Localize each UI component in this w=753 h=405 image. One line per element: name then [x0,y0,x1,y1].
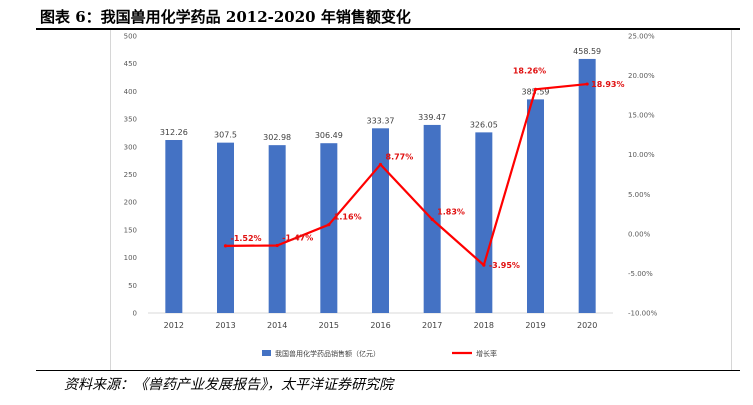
y-left-tick-label: 100 [124,254,137,262]
line-series: -1.52% -1.47% 1.16% 8.77% 1.83% -3.95% 18.26% 1… [223,66,624,270]
growth-point [585,82,589,86]
bar-value-label: 306.49 [315,131,343,140]
chart-frame [110,30,732,370]
figure-title: 图表 6：我国兽用化学药品 2012-2020 年销售额变化 [40,8,411,26]
bar [475,132,493,313]
bar-value-label: 458.59 [573,47,601,56]
bar-value-label: 307.5 [214,131,237,140]
y-left-tick-label: 200 [124,199,137,207]
x-tick-label: 2015 [319,321,339,330]
x-tick-label: 2016 [370,321,390,330]
source-note: 资料来源：《兽药产业发展报告》，太平洋证券研究院 [64,377,393,393]
bar-value-label: 333.37 [367,116,395,125]
growth-value-label: -3.95% [489,261,520,270]
bar [372,128,389,313]
x-axis: 2012 2013 2014 2015 2016 2017 2018 2019 2020 [164,321,598,330]
growth-point [430,217,434,221]
growth-point [482,263,486,267]
growth-value-label: -1.47% [282,233,313,242]
legend-line-label: 增长率 [476,349,497,358]
legend: 我国兽用化学药品销售额（亿元） 增长率 [262,349,497,358]
y-left-tick-label: 150 [124,226,137,234]
y-right-tick-label: -10.00% [628,310,658,318]
bar-value-label: 326.05 [470,120,498,129]
growth-point [275,243,279,248]
y-left-tick-label: 450 [124,60,137,68]
x-tick-label: 2019 [525,321,545,330]
x-tick-label: 2012 [164,321,184,330]
bar [578,58,596,314]
growth-point [533,87,538,91]
growth-value-label: -1.52% [231,234,262,243]
bar-value-label: 302.98 [263,133,291,142]
growth-point [223,244,228,248]
y-right-tick-label: -5.00% [628,270,653,278]
x-tick-label: 2017 [422,321,442,330]
x-tick-label: 2020 [577,321,597,330]
y-right-tick-label: 0.00% [628,230,651,238]
bar [527,99,544,313]
growth-point [327,223,331,227]
growth-value-label: 18.26% [513,66,546,75]
growth-value-label: 18.93% [591,80,624,89]
growth-point [378,162,383,167]
bar [320,143,338,313]
y-left-tick-label: 350 [124,116,137,124]
y-right-tick-label: 5.00% [628,191,651,199]
legend-bar-label: 我国兽用化学药品销售额（亿元） [275,349,380,358]
top-rule [36,28,740,30]
y-left-tick-label: 50 [128,282,137,290]
x-tick-label: 2018 [474,321,494,330]
bar [165,140,183,313]
bar-value-label: 339.47 [418,113,446,122]
bar-value-label: 312.26 [160,128,188,137]
y-right-tick-label: 15.00% [628,112,655,120]
y-right-axis: -10.00% -5.00% 0.00% 5.00% 10.00% 15.00% 20.00… [628,33,658,318]
legend-bar-swatch [262,350,271,356]
growth-value-label: 1.83% [437,207,465,216]
bottom-rule [36,370,740,371]
y-left-tick-label: 500 [124,33,137,41]
bar [268,145,286,313]
y-left-axis: 0 50 100 150 200 250 300 350 400 450 500 [124,33,137,318]
y-right-tick-label: 10.00% [628,151,655,159]
y-right-tick-label: 25.00% [628,33,655,41]
y-left-tick-label: 300 [124,143,137,151]
bar-series [165,58,596,314]
y-left-tick-label: 250 [124,171,137,179]
y-left-tick-label: 0 [133,310,137,318]
x-tick-label: 2014 [267,321,287,330]
growth-line [225,82,588,267]
growth-value-label: 8.77% [386,152,414,161]
x-tick-label: 2013 [215,321,235,330]
bar [217,142,234,313]
y-right-tick-label: 20.00% [628,72,655,80]
growth-value-label: 1.16% [334,213,362,222]
y-left-tick-label: 400 [124,88,137,96]
